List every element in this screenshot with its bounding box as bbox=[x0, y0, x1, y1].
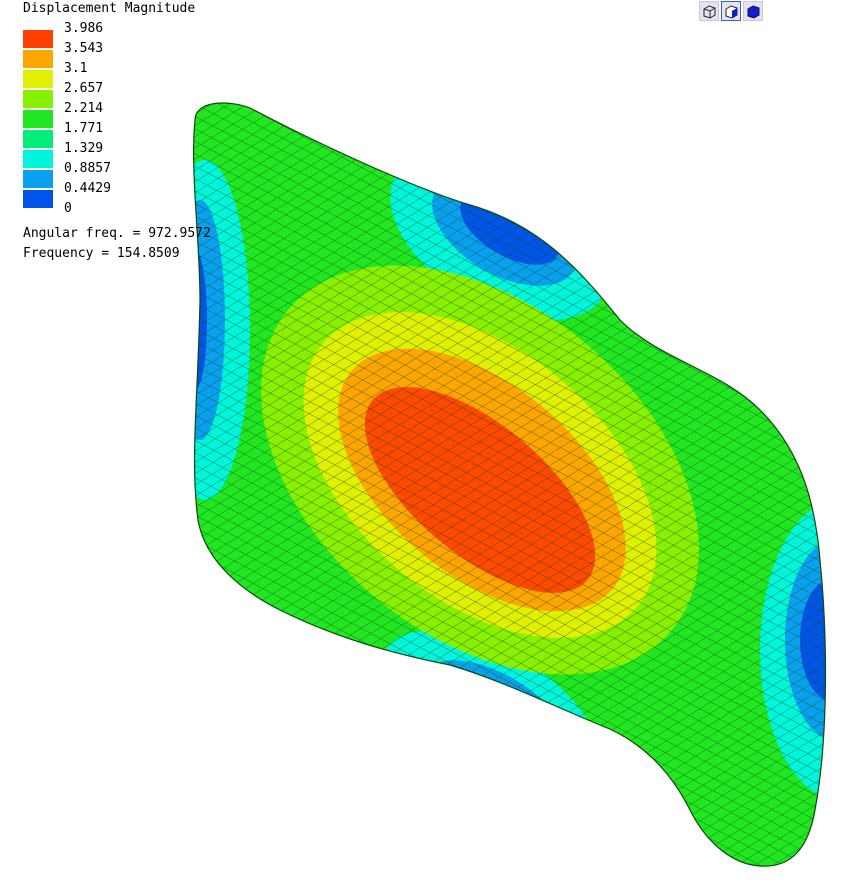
legend-swatch bbox=[23, 130, 53, 148]
legend-swatch bbox=[23, 170, 53, 188]
legend-label: 2.214 bbox=[64, 101, 104, 116]
legend-label: 3.1 bbox=[64, 61, 88, 76]
legend-label: 0.4429 bbox=[64, 181, 111, 196]
legend-swatch bbox=[23, 50, 53, 68]
legend-swatch bbox=[23, 110, 53, 128]
legend-swatch bbox=[23, 30, 53, 48]
view-solid-button[interactable] bbox=[743, 1, 763, 21]
legend-swatch bbox=[23, 150, 53, 168]
legend-swatch bbox=[23, 90, 53, 108]
legend-label: 1.329 bbox=[64, 141, 104, 156]
view-wireframe-button[interactable] bbox=[699, 1, 719, 21]
legend-label: 3.986 bbox=[64, 21, 104, 36]
legend-label: 0 bbox=[64, 201, 72, 216]
legend-label: 1.771 bbox=[64, 121, 104, 136]
legend-label: 2.657 bbox=[64, 81, 104, 96]
legend-label: 3.543 bbox=[64, 41, 104, 56]
legend-swatch bbox=[23, 190, 53, 208]
frequency: Frequency = 154.8509 bbox=[23, 246, 180, 261]
view-shaded-button[interactable] bbox=[721, 1, 741, 21]
angular-frequency: Angular freq. = 972.9572 bbox=[23, 226, 211, 241]
legend-label: 0.8857 bbox=[64, 161, 111, 176]
legend-title: Displacement Magnitude bbox=[23, 1, 196, 16]
legend-swatch bbox=[23, 70, 53, 88]
